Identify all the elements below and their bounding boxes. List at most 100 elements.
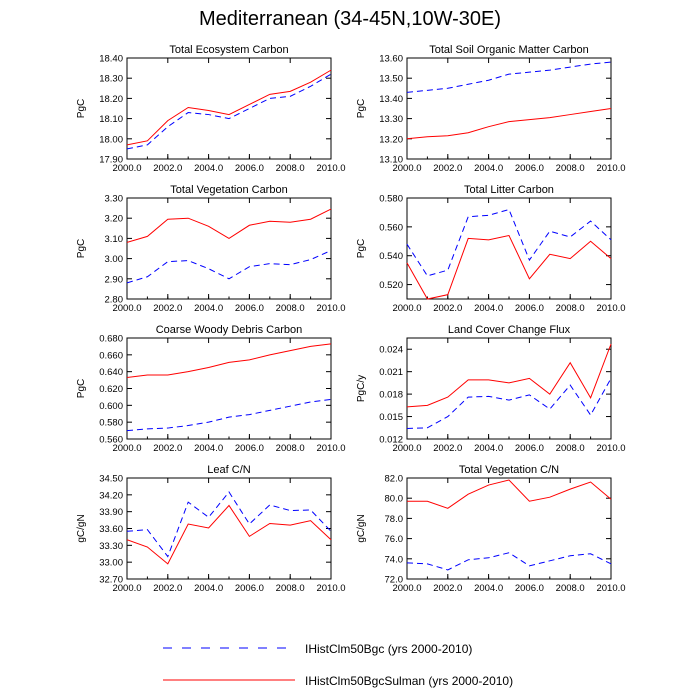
panel-title: Total Ecosystem Carbon [169,44,288,56]
plot-frame [126,337,332,440]
x-tick-label: 2010.0 [596,303,625,314]
y-axis-label: gC/gN [76,514,87,542]
plot-frame [406,57,612,160]
y-tick-label: 18.00 [99,134,123,145]
y-tick-label: 13.20 [379,134,403,145]
y-tick-label: 72.0 [385,575,404,586]
series-line-IHistClm50Bgc [126,398,332,432]
y-tick-label: 34.50 [99,474,123,485]
y-tick-label: 18.30 [99,74,123,85]
x-tick-label: 2004.0 [474,303,503,314]
x-tick-label: 2004.0 [194,443,223,454]
x-tick-label: 2002.0 [433,303,462,314]
panel-2: Total Soil Organic Matter Carbon PgC 2000.… [356,44,626,174]
x-tick-label: 2002.0 [153,163,182,174]
y-tick-label: 0.580 [99,418,123,429]
x-tick-label: 2008.0 [556,583,585,594]
series-line-IHistClm50BgcSulman [126,69,332,146]
x-tick-label: 2010.0 [596,583,625,594]
series-line-IHistClm50BgcSulman [126,343,332,379]
x-tick-label: 2008.0 [276,163,305,174]
figure-title: Mediterranean (34-45N,10W-30E) [198,8,501,30]
panel-title: Coarse Woody Debris Carbon [156,324,303,336]
series-line-IHistClm50BgcSulman [406,108,612,140]
x-tick-label: 2004.0 [474,583,503,594]
y-tick-label: 33.00 [99,558,123,569]
x-tick-label: 2002.0 [433,443,462,454]
x-tick-label: 2008.0 [556,163,585,174]
y-axis-label: PgC/y [356,375,367,402]
x-tick-label: 2010.0 [596,443,625,454]
x-tick-label: 2006.0 [515,163,544,174]
x-tick-label: 2010.0 [596,163,625,174]
y-tick-label: 13.50 [379,74,403,85]
x-tick-label: 2006.0 [515,443,544,454]
legend-label-2: IHistClm50BgcSulman (yrs 2000-2010) [305,674,513,688]
x-tick-label: 2000.0 [112,583,141,594]
panel-6: Land Cover Change Flux PgC/y 2000.0 2002.0 2… [356,324,626,454]
y-tick-label: 0.520 [379,280,403,291]
y-tick-label: 0.680 [99,334,123,345]
x-tick-label: 2000.0 [112,443,141,454]
y-tick-label: 3.20 [105,214,124,225]
y-tick-label: 74.0 [385,554,404,565]
x-tick-label: 2006.0 [235,303,264,314]
x-tick-label: 2004.0 [194,303,223,314]
y-tick-label: 80.0 [385,494,404,505]
y-tick-label: 0.024 [379,345,403,356]
y-tick-label: 0.560 [99,435,123,446]
y-tick-label: 3.00 [105,254,124,265]
series-line-IHistClm50Bgc [126,73,332,150]
y-axis-label: PgC [356,99,367,118]
x-tick-label: 2004.0 [474,163,503,174]
series-line-IHistClm50BgcSulman [126,504,332,565]
panel-8: Total Vegetation C/N gC/gN 2000.0 2002.0 200… [356,464,626,594]
x-tick-label: 2008.0 [276,443,305,454]
panel-7: Leaf C/N gC/gN 2000.0 2002.0 2004.0 2006.0 200… [76,464,346,594]
x-tick-label: 2002.0 [153,583,182,594]
y-tick-label: 18.40 [99,54,123,65]
series-line-IHistClm50BgcSulman [406,343,612,408]
x-tick-label: 2006.0 [515,583,544,594]
y-tick-label: 0.015 [379,412,403,423]
y-tick-label: 33.90 [99,507,123,518]
y-tick-label: 3.10 [105,234,124,245]
panel-title: Leaf C/N [207,464,250,476]
series-line-IHistClm50BgcSulman [407,479,612,509]
x-tick-label: 2002.0 [433,583,462,594]
series-line-IHistClm50Bgc [126,250,332,284]
y-tick-label: 2.80 [105,295,124,306]
x-tick-label: 2006.0 [235,163,264,174]
y-tick-label: 0.640 [99,367,123,378]
y-tick-label: 0.580 [379,194,403,205]
y-tick-label: 0.012 [379,435,403,446]
y-tick-label: 0.660 [99,350,123,361]
y-tick-label: 34.20 [99,490,123,501]
panel-title: Total Soil Organic Matter Carbon [429,44,589,56]
x-tick-label: 2006.0 [515,303,544,314]
y-tick-label: 13.40 [379,94,403,105]
x-tick-label: 2010.0 [316,303,345,314]
x-tick-label: 2000.0 [392,163,421,174]
y-tick-label: 18.10 [99,114,123,125]
x-tick-label: 2002.0 [433,163,462,174]
x-tick-label: 2000.0 [112,163,141,174]
x-tick-label: 2004.0 [194,163,223,174]
plot-frame [126,477,332,580]
y-axis-label: gC/gN [356,514,367,542]
panel-1: Total Ecosystem Carbon PgC 2000.0 2002.0 200… [76,44,346,174]
plot-frame [126,197,332,300]
y-tick-label: 18.20 [99,94,123,105]
y-axis-label: PgC [356,239,367,258]
y-tick-label: 0.021 [379,367,403,378]
panel-title: Total Litter Carbon [464,184,554,196]
series-line-IHistClm50Bgc [126,491,332,558]
y-tick-label: 76.0 [385,534,404,545]
x-tick-label: 2002.0 [153,303,182,314]
y-tick-label: 32.70 [99,575,123,586]
x-tick-label: 2000.0 [392,303,421,314]
y-axis-label: PgC [76,239,87,258]
y-tick-label: 13.10 [379,155,403,166]
legend: IHistClm50Bgc (yrs 2000-2010) IHistClm50B… [163,642,513,688]
